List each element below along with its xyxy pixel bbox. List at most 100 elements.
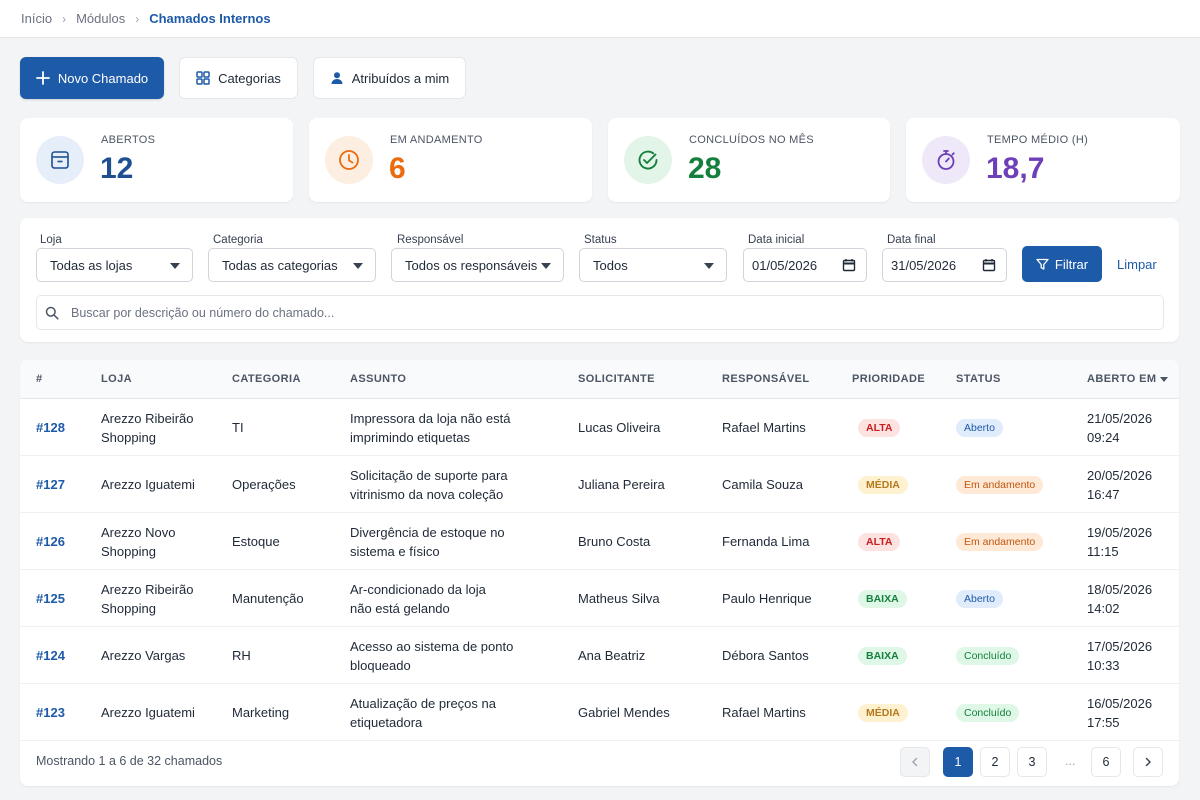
caret-down-icon — [170, 263, 180, 269]
requester-cell: Bruno Costa — [578, 533, 651, 549]
page-button-3[interactable]: 3 — [1017, 747, 1047, 777]
page-button-1[interactable]: 1 — [943, 747, 973, 777]
new-ticket-label: Novo Chamado — [57, 70, 149, 86]
page-button-2[interactable]: 2 — [980, 747, 1010, 777]
cell-line: Arezzo Iguatemi — [101, 476, 195, 492]
status-badge: Concluído — [956, 646, 1020, 665]
filter-button[interactable]: Filtrar — [1022, 246, 1102, 282]
owner-cell: Débora Santos — [722, 647, 809, 663]
table-row[interactable]: #127 Arezzo Iguatemi Operações Solicitação … — [20, 456, 1179, 513]
requester-cell: Lucas Oliveira — [578, 419, 661, 435]
table-row[interactable]: #124 Arezzo Vargas RH Acesso ao sistema de … — [20, 627, 1179, 684]
grid-icon — [196, 71, 210, 85]
calendar-icon[interactable] — [982, 258, 996, 272]
stopwatch-icon — [922, 136, 970, 184]
ticket-id-link[interactable]: #125 — [36, 590, 65, 606]
filter-button-label: Filtrar — [1054, 256, 1089, 272]
stat-value: 12 — [100, 152, 134, 185]
ticket-id-link[interactable]: #126 — [36, 533, 65, 549]
priority-badge: ALTA — [858, 418, 901, 437]
status-badge: Aberto — [956, 418, 1003, 437]
end-date-input[interactable]: 31/05/2026 — [882, 248, 1007, 282]
requester-cell: Matheus Silva — [578, 590, 660, 606]
category-filter-label: Categoria — [213, 234, 263, 246]
ticket-id-link[interactable]: #124 — [36, 647, 65, 663]
categories-button[interactable]: Categorias — [179, 57, 298, 99]
cell-line: 09:24 — [1087, 429, 1120, 445]
subject-cell: Ar-condicionado da loja não está gelando — [350, 580, 486, 618]
calendar-icon[interactable] — [842, 258, 856, 272]
priority-badge: BAIXA — [858, 589, 907, 608]
owner-cell: Rafael Martins — [722, 704, 806, 720]
ticket-id-link[interactable]: #127 — [36, 476, 65, 492]
priority-badge: ALTA — [858, 532, 901, 551]
cell-line: sistema e físico — [350, 543, 440, 559]
start-date-input[interactable]: 01/05/2026 — [743, 248, 867, 282]
prev-page-button[interactable] — [900, 747, 930, 777]
stat-card-in-progress: EM ANDAMENTO 6 — [309, 118, 592, 202]
subject-cell: Divergência de estoque no sistema e físic… — [350, 523, 505, 561]
store-cell: Arezzo Ribeirão Shopping — [101, 409, 194, 447]
opened-at-cell: 21/05/2026 09:24 — [1087, 409, 1152, 447]
ticket-id-link[interactable]: #128 — [36, 419, 65, 435]
category-select[interactable]: Todas as categorias — [208, 248, 376, 282]
table-row[interactable]: #126 Arezzo Novo Shopping Estoque Divergênci… — [20, 513, 1179, 570]
cell-line: Arezzo Ribeirão — [101, 410, 194, 426]
cell-line: 18/05/2026 — [1087, 581, 1153, 597]
breadcrumb-modules[interactable]: Módulos — [76, 11, 126, 26]
owner-cell: Camila Souza — [722, 476, 803, 492]
new-ticket-button[interactable]: Novo Chamado — [20, 57, 164, 99]
column-header-requester: SOLICITANTE — [578, 373, 655, 385]
cell-line: Arezzo Iguatemi — [101, 704, 195, 720]
assigned-to-me-button[interactable]: Atribuídos a mim — [313, 57, 466, 99]
table-row[interactable]: #123 Arezzo Iguatemi Marketing Atualização … — [20, 684, 1179, 741]
store-select-value: Todas as lojas — [50, 257, 133, 273]
cell-line: Impressora da loja não está — [350, 410, 511, 426]
priority-badge: MÉDIA — [858, 703, 908, 722]
column-header-opened-at-label: ABERTO EM — [1087, 373, 1157, 385]
filters-panel: Loja Todas as lojas Categoria Todas as c… — [20, 218, 1179, 342]
cell-line: etiquetadora — [350, 714, 423, 730]
table-row[interactable]: #128 Arezzo Ribeirão Shopping TI Impressora … — [20, 399, 1179, 456]
column-header-store: LOJA — [101, 373, 132, 385]
page-button-6[interactable]: 6 — [1091, 747, 1121, 777]
user-icon — [331, 72, 343, 84]
chevron-right-icon: › — [62, 11, 67, 26]
priority-badge: BAIXA — [858, 646, 907, 665]
column-header-priority: PRIORIDADE — [852, 373, 926, 385]
store-filter-label: Loja — [40, 234, 62, 246]
clear-filters-link[interactable]: Limpar — [1117, 257, 1157, 272]
next-page-button[interactable] — [1133, 747, 1163, 777]
assigned-to-me-label: Atribuídos a mim — [351, 70, 450, 86]
breadcrumb-home[interactable]: Início — [21, 11, 53, 26]
cell-line: 11:15 — [1087, 543, 1119, 559]
stat-value: 6 — [389, 152, 406, 185]
stat-card-completed: CONCLUÍDOS NO MÊS 28 — [608, 118, 890, 202]
cell-line: Acesso ao sistema de ponto — [350, 638, 514, 654]
category-cell: TI — [232, 419, 244, 435]
pagination-ellipsis: ... — [1065, 754, 1076, 768]
owner-select[interactable]: Todos os responsáveis — [391, 248, 564, 282]
search-input[interactable]: Buscar por descrição ou número do chamad… — [36, 295, 1164, 330]
status-badge: Em andamento — [956, 475, 1044, 494]
category-cell: Marketing — [232, 704, 290, 720]
column-header-opened-at[interactable]: ABERTO EM — [1087, 373, 1169, 385]
stat-label: EM ANDAMENTO — [390, 134, 483, 146]
cell-line: Shopping — [101, 543, 156, 559]
table-row[interactable]: #125 Arezzo Ribeirão Shopping Manutenção Ar-… — [20, 570, 1179, 627]
subject-cell: Impressora da loja não está imprimindo et… — [350, 409, 510, 447]
status-select[interactable]: Todos — [579, 248, 727, 282]
stats-row: ABERTOS 12 EM ANDAMENTO 6 CONCLUÍDOS NO … — [20, 118, 1180, 202]
table-header: # LOJA CATEGORIA ASSUNTO SOLICITANTE RES… — [20, 360, 1179, 399]
cell-line: 20/05/2026 — [1087, 467, 1153, 483]
caret-down-icon — [704, 263, 714, 269]
column-header-subject: ASSUNTO — [350, 373, 407, 385]
ticket-id-link[interactable]: #123 — [36, 704, 65, 720]
store-cell: Arezzo Iguatemi — [101, 475, 195, 494]
cell-line: 16:47 — [1087, 486, 1120, 502]
status-badge: Em andamento — [956, 532, 1044, 551]
store-select[interactable]: Todas as lojas — [36, 248, 193, 282]
opened-at-cell: 18/05/2026 14:02 — [1087, 580, 1152, 618]
category-cell: RH — [232, 647, 251, 663]
stat-card-open: ABERTOS 12 — [20, 118, 293, 202]
